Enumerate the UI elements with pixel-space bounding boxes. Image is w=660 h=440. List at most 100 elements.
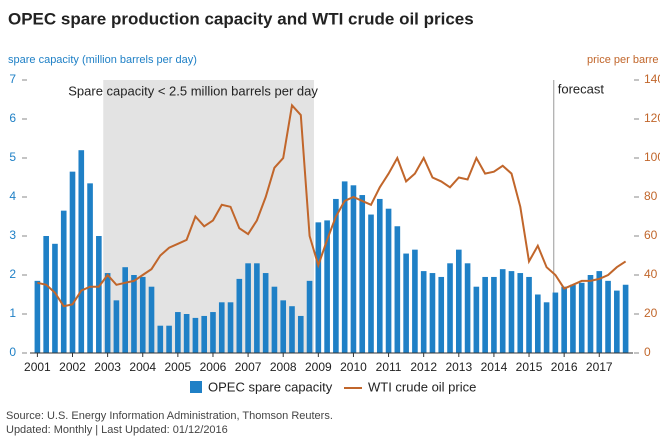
price-line: [37, 103, 627, 308]
y-tick-label: 2: [9, 267, 16, 281]
y2-tick-label: 140: [644, 72, 660, 86]
bar: [587, 275, 594, 353]
bar: [543, 302, 550, 353]
bar: [96, 236, 102, 353]
bar: [34, 280, 41, 353]
annotation: forecast: [558, 81, 605, 96]
bar: [420, 271, 427, 353]
bar: [60, 210, 67, 353]
x-tick-label: 2005: [165, 360, 192, 374]
y-tick-label: 5: [9, 150, 16, 164]
bar: [605, 280, 611, 353]
legend-swatch: [190, 381, 202, 393]
legend-label: WTI crude oil price: [368, 379, 476, 394]
y2-tick-label: 80: [644, 189, 658, 203]
bar: [403, 253, 409, 353]
bar: [280, 300, 287, 353]
bar: [201, 315, 208, 353]
source: Source: U.S. Energy Information Administ…: [6, 410, 333, 422]
y-tick-label: 3: [9, 228, 16, 242]
y2-tick-label: 40: [644, 267, 658, 281]
bar: [570, 284, 576, 353]
bar: [526, 276, 532, 353]
bar: [87, 183, 93, 353]
bar: [622, 284, 629, 353]
bar: [614, 290, 620, 353]
y2-axis-label: price per barre: [587, 54, 659, 66]
x-tick-label: 2011: [376, 360, 402, 374]
bar: [139, 276, 146, 353]
x-tick-label: 2016: [551, 360, 578, 374]
x-tick-label: 2003: [94, 360, 121, 374]
bar: [148, 286, 155, 353]
x-tick-label: 2007: [235, 360, 262, 374]
x-tick-label: 2017: [586, 360, 613, 374]
bar: [175, 312, 181, 353]
bar: [78, 150, 85, 353]
bar: [455, 249, 462, 353]
bar: [368, 214, 374, 353]
y2-tick-label: 20: [644, 306, 658, 320]
bar: [438, 276, 445, 353]
bar: [192, 317, 199, 353]
bar: [341, 181, 348, 353]
x-tick-label: 2008: [270, 360, 297, 374]
bar: [508, 271, 515, 353]
y-tick-label: 4: [9, 189, 16, 203]
y-axis-label: spare capacity (million barrels per day): [8, 54, 197, 66]
y2-tick-label: 0: [644, 345, 651, 359]
bar: [376, 198, 383, 353]
bar: [306, 280, 313, 353]
bar: [535, 294, 541, 353]
bar: [350, 185, 357, 353]
bar: [183, 314, 190, 353]
bar: [210, 312, 216, 353]
y2-tick-label: 60: [644, 228, 658, 242]
x-tick-label: 2001: [24, 360, 51, 374]
bar: [43, 236, 49, 353]
y-tick-label: 7: [9, 72, 16, 86]
bar: [104, 273, 111, 353]
bar: [157, 325, 164, 353]
updated: Updated: Monthly | Last Updated: 01/12/2…: [6, 424, 228, 436]
bar: [499, 269, 506, 353]
bar: [412, 249, 418, 353]
x-tick-label: 2006: [200, 360, 227, 374]
bar: [517, 273, 524, 353]
annotation: Spare capacity < 2.5 million barrels per…: [68, 83, 318, 98]
y2-tick-label: 100: [644, 150, 660, 164]
shaded-region: [103, 80, 314, 353]
bar: [166, 325, 172, 353]
y-tick-label: 6: [9, 111, 16, 125]
x-tick-label: 2014: [481, 360, 508, 374]
bar: [236, 278, 243, 353]
bar: [447, 263, 453, 353]
x-tick-label: 2013: [445, 360, 472, 374]
bar: [552, 292, 559, 353]
y2-tick-label: 120: [644, 111, 660, 125]
x-tick-label: 2010: [340, 360, 367, 374]
bar: [596, 271, 603, 353]
x-tick-label: 2012: [410, 360, 437, 374]
bar: [561, 286, 567, 353]
bar: [131, 275, 137, 353]
bar: [289, 306, 295, 353]
bar: [491, 276, 497, 353]
y-tick-label: 1: [9, 306, 16, 320]
bar: [271, 286, 278, 353]
bar: [324, 220, 330, 353]
bar: [394, 226, 401, 353]
bar: [429, 273, 436, 353]
chart-title: OPEC spare production capacity and WTI c…: [8, 9, 474, 28]
bar: [385, 208, 392, 353]
bar: [113, 300, 120, 353]
bar: [69, 171, 76, 353]
bar: [359, 195, 366, 353]
x-tick-label: 2015: [516, 360, 543, 374]
bar: [464, 263, 471, 353]
bar: [122, 267, 128, 353]
legend-label: OPEC spare capacity: [208, 379, 333, 394]
bar: [254, 263, 260, 353]
bar: [482, 276, 488, 353]
